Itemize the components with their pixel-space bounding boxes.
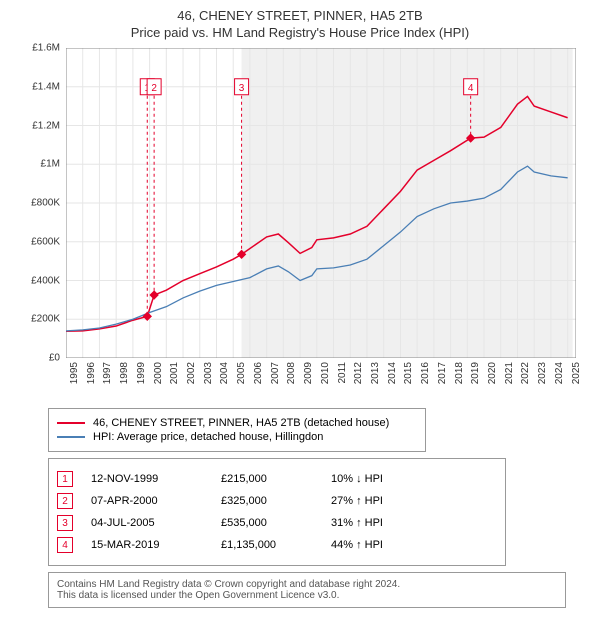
transaction-note: 44% ↑ HPI [331,539,497,551]
y-tick-label: £1.2M [32,120,60,131]
y-tick-label: £400K [31,275,60,286]
transaction-date: 07-APR-2000 [91,495,221,507]
legend-label: HPI: Average price, detached house, Hill… [93,431,323,443]
transaction-price: £325,000 [221,495,331,507]
y-tick-label: £1.6M [32,43,60,54]
x-tick-label: 1998 [119,362,130,384]
x-tick-label: 2014 [387,362,398,384]
plot-area: 1234 [66,48,576,358]
transaction-date: 12-NOV-1999 [91,473,221,485]
x-tick-label: 2023 [537,362,548,384]
chart-svg: 1234 [66,48,576,358]
transaction-date: 04-JUL-2005 [91,517,221,529]
chart-area: £0£200K£400K£600K£800K£1M£1.2M£1.4M£1.6M… [20,48,580,398]
legend-item: 46, CHENEY STREET, PINNER, HA5 2TB (deta… [57,417,417,429]
footer-line-1: Contains HM Land Registry data © Crown c… [57,579,557,590]
transaction-date: 15-MAR-2019 [91,539,221,551]
x-tick-label: 2009 [303,362,314,384]
transaction-badge: 2 [57,493,73,509]
footer: Contains HM Land Registry data © Crown c… [48,572,566,608]
x-tick-label: 2005 [236,362,247,384]
transaction-price: £215,000 [221,473,331,485]
x-tick-label: 2016 [420,362,431,384]
legend-item: HPI: Average price, detached house, Hill… [57,431,417,443]
legend-swatch [57,436,85,438]
y-tick-label: £0 [49,353,60,364]
x-tick-label: 2022 [520,362,531,384]
transaction-badge: 4 [57,537,73,553]
x-tick-label: 2007 [270,362,281,384]
legend: 46, CHENEY STREET, PINNER, HA5 2TB (deta… [48,408,426,452]
x-tick-label: 2003 [203,362,214,384]
x-tick-label: 2019 [470,362,481,384]
x-tick-label: 2011 [337,362,348,384]
transaction-price: £535,000 [221,517,331,529]
x-tick-label: 2020 [487,362,498,384]
y-tick-label: £200K [31,314,60,325]
x-tick-label: 1999 [136,362,147,384]
transactions-table: 1 12-NOV-1999£215,00010% ↓ HPI 2 07-APR-200… [48,458,506,566]
x-tick-label: 2025 [571,362,582,384]
x-tick-label: 2015 [403,362,414,384]
x-tick-label: 2004 [219,362,230,384]
callout-label: 4 [468,83,474,94]
x-tick-label: 2017 [437,362,448,384]
y-tick-label: £1.4M [32,81,60,92]
transaction-note: 27% ↑ HPI [331,495,497,507]
transaction-row: 4 15-MAR-2019£1,135,00044% ↑ HPI [57,537,497,553]
x-tick-label: 2010 [320,362,331,384]
x-tick-label: 1996 [86,362,97,384]
y-axis: £0£200K£400K£600K£800K£1M£1.2M£1.4M£1.6M [20,48,64,358]
x-tick-label: 2013 [370,362,381,384]
transaction-badge: 1 [57,471,73,487]
price-marker [150,291,158,299]
y-tick-label: £800K [31,198,60,209]
titles: 46, CHENEY STREET, PINNER, HA5 2TB Price… [8,8,592,40]
x-tick-label: 2006 [253,362,264,384]
chart-container: 46, CHENEY STREET, PINNER, HA5 2TB Price… [0,0,600,620]
y-tick-label: £600K [31,236,60,247]
footer-line-2: This data is licensed under the Open Gov… [57,590,557,601]
transaction-note: 10% ↓ HPI [331,473,497,485]
legend-label: 46, CHENEY STREET, PINNER, HA5 2TB (deta… [93,417,389,429]
transaction-row: 2 07-APR-2000£325,00027% ↑ HPI [57,493,497,509]
callout-label: 3 [239,83,245,94]
legend-swatch [57,422,85,424]
transaction-row: 1 12-NOV-1999£215,00010% ↓ HPI [57,471,497,487]
x-tick-label: 1995 [69,362,80,384]
transaction-row: 3 04-JUL-2005£535,00031% ↑ HPI [57,515,497,531]
x-tick-label: 2002 [186,362,197,384]
transaction-price: £1,135,000 [221,539,331,551]
transaction-note: 31% ↑ HPI [331,517,497,529]
x-tick-label: 2024 [554,362,565,384]
x-tick-label: 2000 [153,362,164,384]
x-axis: 1995 1996 1997 1998 1999 2000 2001 2002 2003 2004… [66,360,576,400]
y-tick-label: £1M [41,159,60,170]
callout-label: 2 [151,83,157,94]
x-tick-label: 2012 [353,362,364,384]
x-tick-label: 2021 [504,362,515,384]
x-tick-label: 2008 [286,362,297,384]
x-tick-label: 2018 [454,362,465,384]
transaction-badge: 3 [57,515,73,531]
chart-subtitle: Price paid vs. HM Land Registry's House … [8,25,592,40]
x-tick-label: 2001 [169,362,180,384]
chart-title: 46, CHENEY STREET, PINNER, HA5 2TB [8,8,592,23]
x-tick-label: 1997 [102,362,113,384]
